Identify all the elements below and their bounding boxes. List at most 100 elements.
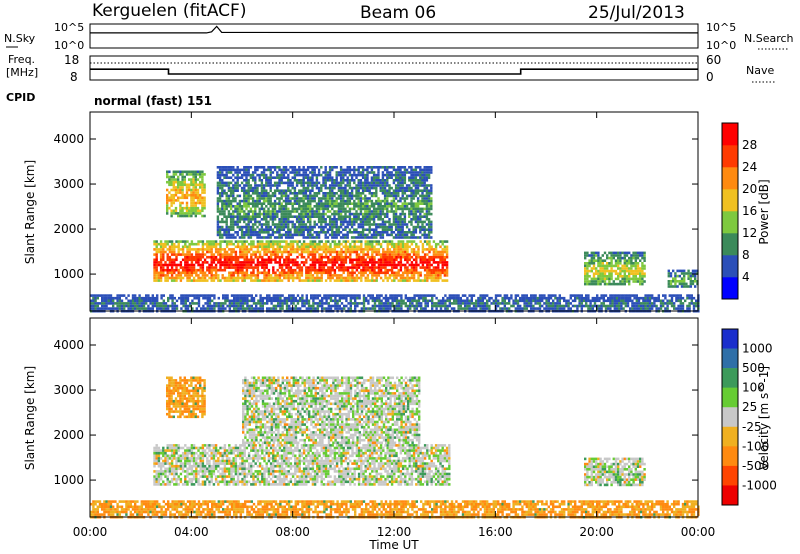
power-cell — [307, 274, 310, 277]
power-cell — [401, 184, 404, 187]
power-cell — [423, 276, 427, 280]
power-cell — [289, 197, 292, 200]
power-cell — [641, 267, 644, 270]
power-cell — [254, 263, 257, 267]
power-cell — [326, 205, 330, 208]
power-cell — [412, 218, 415, 221]
power-cell — [259, 307, 262, 310]
power-cell — [282, 225, 286, 229]
power-cell — [278, 176, 281, 179]
power-cell — [221, 276, 224, 280]
power-cell — [309, 279, 312, 282]
power-cell — [201, 204, 204, 207]
power-cell — [282, 220, 286, 224]
power-cell — [238, 199, 242, 203]
power-cell — [425, 202, 429, 205]
power-cell — [377, 168, 380, 172]
power-cell — [597, 275, 600, 278]
power-cell — [162, 242, 165, 246]
power-cell — [313, 205, 316, 208]
power-cell — [276, 240, 279, 243]
power-cell — [217, 261, 220, 264]
power-cell — [287, 207, 290, 211]
power-cell — [399, 205, 402, 208]
power-cell — [371, 248, 374, 251]
power-cell — [254, 215, 257, 218]
power-cell — [256, 186, 259, 190]
power-cell — [210, 271, 213, 275]
power-cell — [265, 250, 268, 254]
power-cell — [408, 268, 411, 272]
power-cell — [195, 274, 198, 277]
nave-label: Nave — [746, 64, 774, 77]
power-cell — [203, 196, 206, 200]
power-cell — [423, 215, 426, 218]
power-cell — [617, 256, 620, 260]
power-cell — [421, 266, 425, 269]
power-cell — [170, 268, 174, 272]
power-cell — [193, 296, 196, 300]
power-cell — [284, 231, 288, 234]
power-cell — [283, 258, 286, 262]
power-cell — [687, 272, 690, 275]
power-cell — [401, 171, 404, 174]
power-cell — [279, 304, 282, 308]
power-cell — [386, 220, 389, 224]
power-cell — [338, 240, 341, 243]
power-cell — [282, 223, 286, 226]
power-cell — [397, 263, 400, 267]
power-cell — [328, 192, 332, 195]
power-cell — [194, 173, 197, 176]
power-cell — [386, 233, 389, 237]
power-cell — [394, 179, 398, 182]
power-cell — [206, 304, 209, 308]
power-cell — [392, 194, 396, 198]
power-cell — [221, 205, 224, 208]
power-cell — [312, 296, 315, 300]
power-cell — [196, 183, 200, 187]
power-cell — [243, 179, 246, 182]
power-cell — [300, 220, 303, 224]
power-cell — [159, 245, 163, 249]
power-cell — [309, 276, 312, 280]
power-cell — [334, 302, 337, 305]
power-cell — [162, 263, 165, 267]
power-cell — [281, 299, 284, 303]
power-cell — [335, 197, 338, 200]
power-cell — [221, 220, 224, 224]
power-cell — [351, 258, 354, 262]
power-cell — [280, 215, 283, 218]
power-cell — [153, 258, 156, 262]
power-cell — [274, 294, 278, 297]
power-cell — [342, 261, 345, 264]
power-cell — [247, 261, 251, 264]
power-cell — [412, 266, 416, 269]
power-cell — [247, 210, 250, 213]
power-cell — [247, 250, 251, 254]
power-cell — [399, 186, 402, 190]
power-cell — [153, 261, 156, 264]
power-cell — [272, 294, 275, 297]
power-cell — [328, 215, 332, 218]
power-cell — [276, 210, 279, 213]
power-cell — [292, 294, 295, 297]
power-cell — [245, 181, 248, 185]
power-cell — [443, 274, 447, 277]
power-cell — [322, 242, 326, 246]
power-cell — [295, 181, 299, 185]
power-cell — [201, 173, 204, 176]
power-cell — [351, 261, 354, 264]
power-cell — [390, 274, 394, 277]
power-cell — [174, 206, 178, 210]
power-cell — [265, 276, 268, 280]
power-cell — [404, 250, 407, 254]
power-cell — [221, 212, 224, 216]
power-cell — [392, 220, 396, 224]
power-cell — [399, 276, 403, 280]
power-cell — [258, 271, 262, 275]
power-cell — [344, 279, 348, 282]
power-cell — [268, 296, 271, 300]
power-cell — [359, 223, 363, 226]
power-cell — [190, 173, 193, 176]
power-cell — [166, 263, 169, 267]
